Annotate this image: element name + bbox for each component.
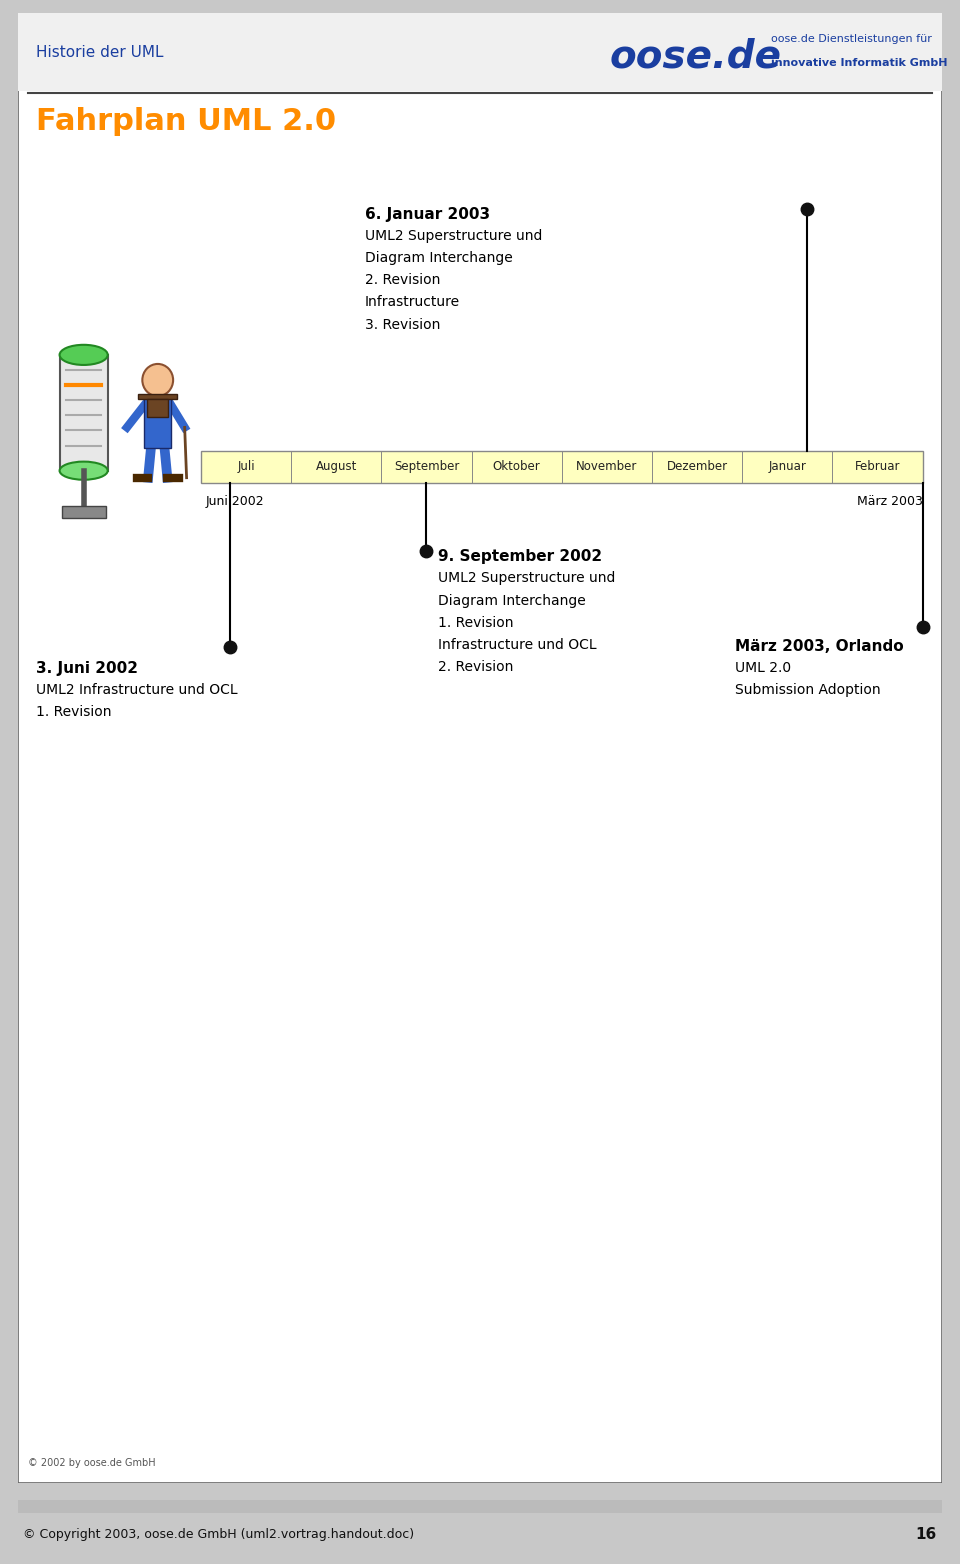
Text: Infrastructure: Infrastructure	[365, 296, 460, 310]
Text: © Copyright 2003, oose.de GmbH (uml2.vortrag.handout.doc): © Copyright 2003, oose.de GmbH (uml2.vor…	[23, 1528, 414, 1541]
Text: März 2003, Orlando: März 2003, Orlando	[735, 638, 903, 654]
Text: 9. September 2002: 9. September 2002	[438, 549, 602, 565]
Text: März 2003: März 2003	[856, 494, 923, 508]
Bar	[18, 1500, 942, 1514]
Text: Infrastructure und OCL: Infrastructure und OCL	[438, 638, 597, 652]
Text: 2. Revision: 2. Revision	[365, 274, 440, 288]
Text: Oktober: Oktober	[492, 460, 540, 474]
Text: 3. Revision: 3. Revision	[365, 317, 440, 332]
Text: UML2 Superstructure und: UML2 Superstructure und	[365, 228, 542, 242]
Text: Historie der UML: Historie der UML	[36, 45, 163, 61]
Text: UML 2.0: UML 2.0	[735, 662, 791, 676]
Text: 3. Juni 2002: 3. Juni 2002	[36, 662, 137, 676]
Text: Fahrplan UML 2.0: Fahrplan UML 2.0	[36, 106, 336, 136]
Text: Dezember: Dezember	[666, 460, 728, 474]
Bar	[18, 13, 942, 91]
Text: 6. Januar 2003: 6. Januar 2003	[365, 206, 490, 222]
Bar	[60, 355, 108, 471]
Text: Diagram Interchange: Diagram Interchange	[438, 593, 586, 607]
Ellipse shape	[60, 461, 108, 480]
Ellipse shape	[60, 344, 108, 364]
Text: 1. Revision: 1. Revision	[438, 616, 514, 630]
Bar	[144, 397, 171, 447]
Text: Submission Adoption: Submission Adoption	[735, 683, 880, 698]
Text: UML2 Infrastructure und OCL: UML2 Infrastructure und OCL	[36, 683, 237, 698]
Text: © 2002 by oose.de GmbH: © 2002 by oose.de GmbH	[28, 1458, 156, 1467]
Text: Januar: Januar	[768, 460, 806, 474]
Text: oose.de: oose.de	[610, 38, 781, 75]
Text: 2. Revision: 2. Revision	[438, 660, 514, 674]
Text: 1. Revision: 1. Revision	[36, 705, 111, 719]
Text: Februar: Februar	[854, 460, 900, 474]
Text: 16: 16	[916, 1526, 937, 1542]
Bar	[138, 394, 177, 399]
Text: Juni 2002: Juni 2002	[205, 494, 264, 508]
Text: November: November	[576, 460, 637, 474]
Text: Juli: Juli	[237, 460, 255, 474]
Text: UML2 Superstructure und: UML2 Superstructure und	[438, 571, 615, 585]
Bar	[201, 450, 923, 483]
Text: innovative Informatik GmbH: innovative Informatik GmbH	[771, 58, 947, 67]
Circle shape	[142, 364, 173, 396]
Text: August: August	[316, 460, 357, 474]
Text: September: September	[394, 460, 459, 474]
Bar	[147, 399, 168, 418]
Text: oose.de Dienstleistungen für: oose.de Dienstleistungen für	[771, 34, 931, 44]
Text: Diagram Interchange: Diagram Interchange	[365, 252, 513, 266]
Bar	[61, 505, 106, 518]
